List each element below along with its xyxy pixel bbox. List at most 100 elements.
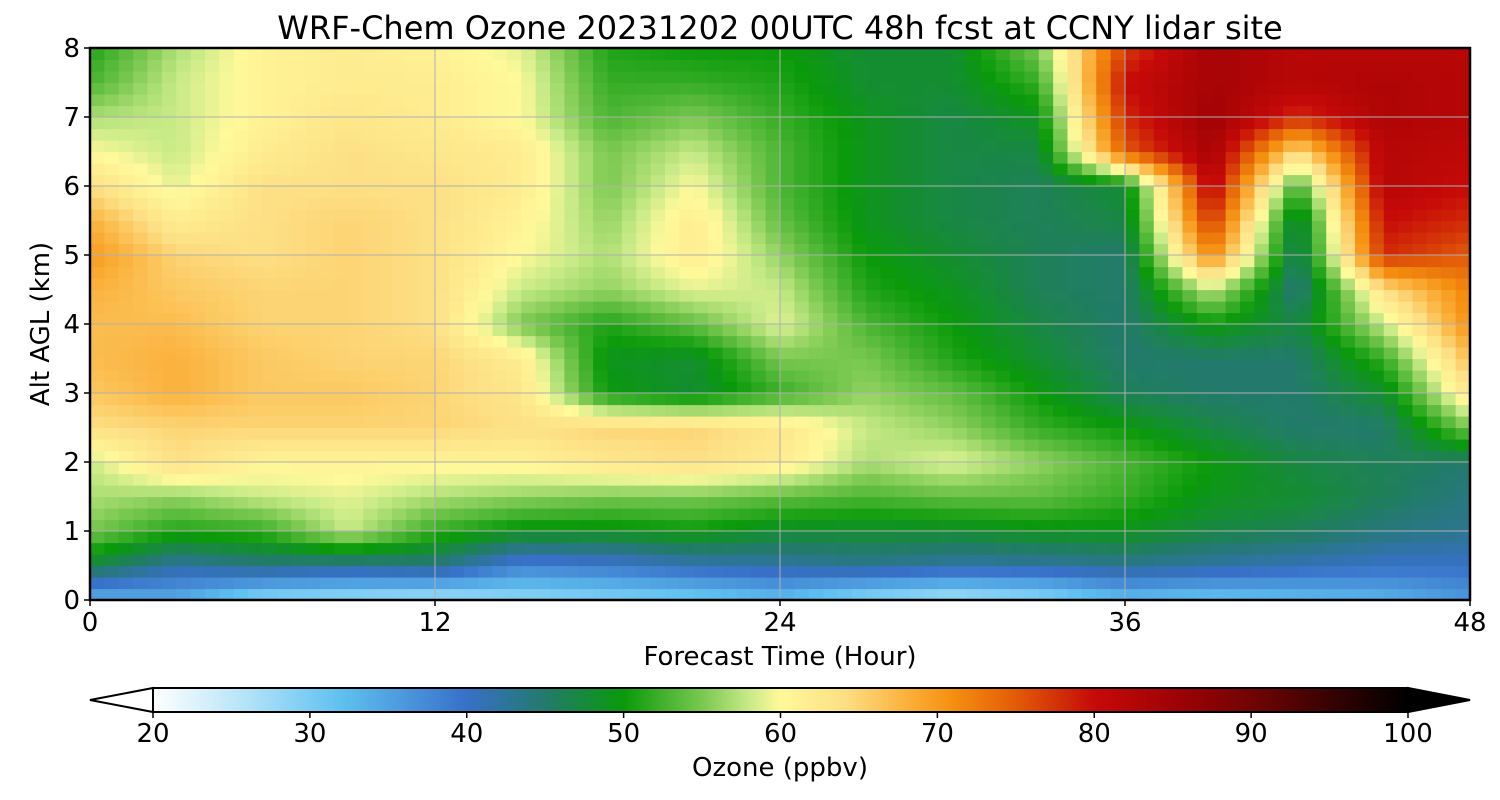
heatmap-cell [1355, 289, 1370, 302]
heatmap-cell [1412, 577, 1428, 590]
heatmap-cell [607, 255, 623, 268]
heatmap-cell [808, 416, 824, 429]
heatmap-cell [909, 82, 925, 95]
heatmap-cell [133, 554, 149, 567]
heatmap-cell [478, 416, 494, 429]
heatmap-cell [808, 496, 824, 509]
heatmap-cell [219, 128, 235, 141]
heatmap-cell [895, 554, 910, 567]
heatmap-cell [1254, 347, 1270, 360]
heatmap-cell [1038, 255, 1054, 268]
heatmap-cell [219, 450, 235, 463]
heatmap-cell [1196, 163, 1212, 176]
heatmap-cell [1311, 163, 1327, 176]
heatmap-cell [966, 542, 982, 555]
heatmap-cell [995, 266, 1011, 279]
heatmap-cell [722, 393, 738, 406]
heatmap-cell [1168, 508, 1184, 521]
heatmap-cell [219, 209, 235, 222]
heatmap-cell [909, 94, 925, 107]
heatmap-cell [550, 416, 565, 429]
heatmap-cell [205, 312, 220, 325]
heatmap-cell [722, 565, 738, 578]
heatmap-cell [506, 324, 522, 337]
heatmap-cell [578, 473, 594, 486]
heatmap-cell [1038, 197, 1054, 210]
heatmap-cell [435, 232, 450, 245]
heatmap-cell [535, 117, 551, 130]
heatmap-cell [1139, 312, 1155, 325]
heatmap-cell [1038, 473, 1054, 486]
heatmap-cell [521, 381, 537, 394]
heatmap-cell [564, 94, 580, 107]
heatmap-cell [1326, 324, 1342, 337]
heatmap-cell [190, 71, 206, 84]
heatmap-cell [851, 105, 867, 118]
heatmap-cell [90, 232, 105, 245]
heatmap-cell [593, 128, 609, 141]
heatmap-cell [593, 243, 609, 256]
heatmap-cell [492, 163, 508, 176]
heatmap-cell [463, 485, 479, 498]
heatmap-cell [866, 94, 882, 107]
heatmap-cell [1168, 577, 1184, 590]
heatmap-cell [463, 278, 479, 291]
heatmap-cell [751, 140, 767, 153]
heatmap-cell [636, 82, 652, 95]
heatmap-cell [578, 358, 594, 371]
heatmap-cell [823, 71, 839, 84]
heatmap-cell [233, 450, 249, 463]
heatmap-cell [1096, 301, 1112, 314]
heatmap-cell [1139, 462, 1155, 475]
heatmap-cell [506, 381, 522, 394]
heatmap-cell [1426, 266, 1442, 279]
heatmap-cell [823, 450, 839, 463]
heatmap-cell [1110, 588, 1126, 600]
heatmap-cell [1412, 347, 1428, 360]
heatmap-cell [348, 416, 364, 429]
heatmap-cell [780, 450, 795, 463]
heatmap-cell [1455, 324, 1470, 337]
heatmap-cell [564, 71, 580, 84]
heatmap-cell [1081, 71, 1097, 84]
heatmap-cell [276, 59, 292, 72]
heatmap-cell [391, 577, 407, 590]
heatmap-cell [1441, 174, 1457, 187]
heatmap-cell [435, 577, 450, 590]
heatmap-cell [133, 427, 149, 440]
colorbar-tick-label: 90 [1235, 719, 1268, 749]
heatmap-cell [320, 174, 335, 187]
heatmap-cell [564, 519, 580, 532]
heatmap-cell [1326, 404, 1342, 417]
heatmap-cell [650, 174, 666, 187]
heatmap-cell [348, 554, 364, 567]
heatmap-cell [420, 347, 436, 360]
heatmap-cell [966, 485, 982, 498]
heatmap-cell [808, 128, 824, 141]
heatmap-cell [880, 347, 896, 360]
heatmap-cell [305, 416, 321, 429]
heatmap-cell [679, 427, 695, 440]
heatmap-cell [693, 335, 709, 348]
heatmap-cell [320, 128, 335, 141]
heatmap-cell [262, 48, 278, 61]
heatmap-cell [650, 508, 666, 521]
heatmap-cell [923, 71, 939, 84]
heatmap-cell [1053, 542, 1069, 555]
heatmap-cell [377, 289, 393, 302]
heatmap-cell [636, 416, 652, 429]
heatmap-cell [176, 473, 192, 486]
heatmap-cell [751, 174, 767, 187]
heatmap-cell [1125, 220, 1140, 233]
heatmap-cell [420, 140, 436, 153]
heatmap-cell [406, 450, 422, 463]
heatmap-cell [722, 117, 738, 130]
heatmap-cell [348, 266, 364, 279]
heatmap-cell [276, 151, 292, 164]
heatmap-cell [564, 496, 580, 509]
heatmap-cell [118, 255, 134, 268]
heatmap-cell [463, 324, 479, 337]
heatmap-cell [895, 128, 910, 141]
heatmap-cell [1340, 370, 1356, 383]
